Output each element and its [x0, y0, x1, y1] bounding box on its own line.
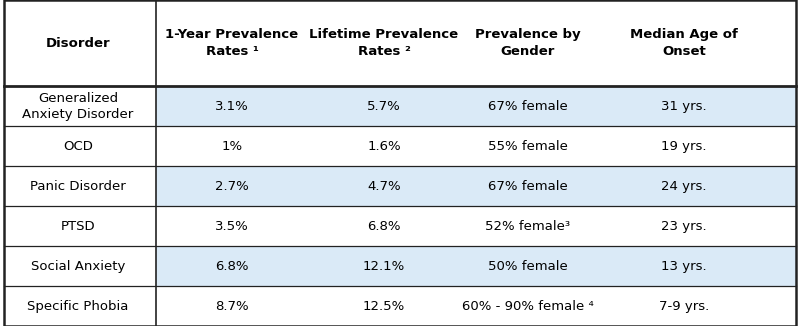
Text: Disorder: Disorder	[46, 37, 110, 50]
Text: Specific Phobia: Specific Phobia	[27, 300, 129, 313]
Text: 4.7%: 4.7%	[367, 180, 401, 193]
Text: Panic Disorder: Panic Disorder	[30, 180, 126, 193]
Bar	[156, 166, 796, 206]
Text: 55% female: 55% female	[488, 140, 568, 153]
Text: 1.6%: 1.6%	[367, 140, 401, 153]
Text: OCD: OCD	[63, 140, 93, 153]
Text: 6.8%: 6.8%	[367, 220, 401, 233]
Text: 67% female: 67% female	[488, 100, 568, 113]
Bar	[156, 246, 796, 286]
Text: 7-9 yrs.: 7-9 yrs.	[659, 300, 709, 313]
Text: 60% - 90% female ⁴: 60% - 90% female ⁴	[462, 300, 594, 313]
Text: 52% female³: 52% female³	[486, 220, 570, 233]
Text: 3.5%: 3.5%	[215, 220, 249, 233]
Text: 5.7%: 5.7%	[367, 100, 401, 113]
Text: Social Anxiety: Social Anxiety	[31, 259, 125, 273]
Text: 8.7%: 8.7%	[215, 300, 249, 313]
Text: 19 yrs.: 19 yrs.	[662, 140, 706, 153]
Text: 50% female: 50% female	[488, 259, 568, 273]
Text: 2.7%: 2.7%	[215, 180, 249, 193]
Bar	[156, 86, 796, 126]
Text: Median Age of
Onset: Median Age of Onset	[630, 28, 738, 58]
Text: 12.1%: 12.1%	[363, 259, 405, 273]
Text: Generalized
Anxiety Disorder: Generalized Anxiety Disorder	[22, 92, 134, 121]
Text: 67% female: 67% female	[488, 180, 568, 193]
Text: 1-Year Prevalence
Rates ¹: 1-Year Prevalence Rates ¹	[166, 28, 298, 58]
Text: Lifetime Prevalence
Rates ²: Lifetime Prevalence Rates ²	[310, 28, 458, 58]
Text: 6.8%: 6.8%	[215, 259, 249, 273]
Text: 3.1%: 3.1%	[215, 100, 249, 113]
Text: Prevalence by
Gender: Prevalence by Gender	[475, 28, 581, 58]
Text: 12.5%: 12.5%	[363, 300, 405, 313]
Text: 23 yrs.: 23 yrs.	[661, 220, 707, 233]
Text: 31 yrs.: 31 yrs.	[661, 100, 707, 113]
Text: 24 yrs.: 24 yrs.	[662, 180, 706, 193]
Text: 1%: 1%	[222, 140, 242, 153]
Text: PTSD: PTSD	[61, 220, 95, 233]
Text: 13 yrs.: 13 yrs.	[661, 259, 707, 273]
